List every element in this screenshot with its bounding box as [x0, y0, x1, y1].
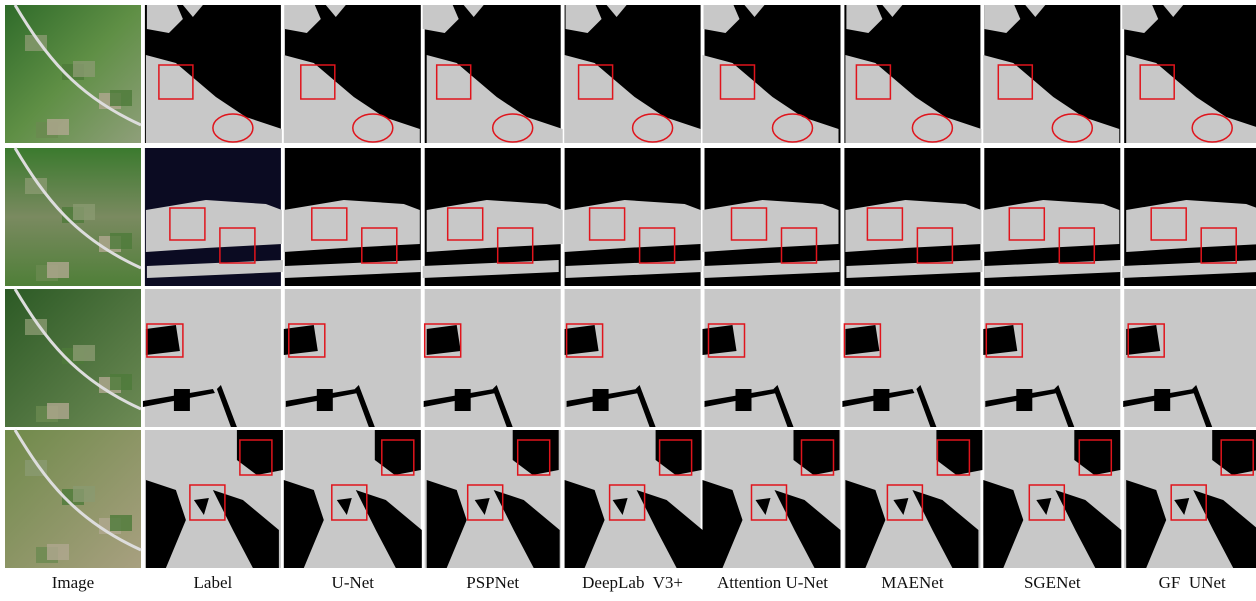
field [47, 544, 69, 560]
mask-bg [285, 289, 421, 427]
mask-bg [705, 289, 841, 427]
mask-region [845, 325, 879, 355]
mask-bg [425, 289, 561, 427]
column-label: PSPNet [466, 573, 519, 592]
mask-region [873, 389, 889, 411]
tile [5, 289, 141, 427]
mask-region [317, 389, 333, 411]
tile [5, 148, 141, 286]
tile [983, 289, 1120, 427]
tile [145, 5, 282, 143]
tile [284, 148, 421, 286]
tile [1124, 430, 1256, 568]
tile [844, 5, 981, 143]
mask-region [174, 389, 190, 411]
field [110, 90, 132, 106]
mask-region [845, 200, 981, 252]
field [110, 515, 132, 531]
tile [425, 430, 561, 568]
mask-bg [565, 289, 701, 427]
figure: Image Label U-Net PSPNet DeepLab V3+ Attentio… [0, 0, 1256, 596]
mask-region [565, 325, 599, 355]
mask-region [1154, 389, 1170, 411]
tile [844, 430, 982, 568]
column-label: Label [194, 573, 233, 592]
column-label: MAENet [881, 573, 944, 592]
mask-region [703, 200, 839, 252]
mask-region [455, 389, 471, 411]
field [73, 486, 95, 502]
column-label: DeepLab V3+ [582, 573, 683, 592]
tile [424, 289, 561, 427]
field [110, 233, 132, 249]
mask-region [593, 389, 609, 411]
mask-region [565, 200, 701, 252]
tile [143, 289, 281, 427]
tile [983, 430, 1121, 568]
mask-region [146, 325, 180, 355]
tile [565, 289, 701, 427]
tile [5, 5, 141, 143]
mask-region [1016, 389, 1032, 411]
tile [423, 5, 563, 143]
column-label: U-Net [332, 573, 375, 592]
mask-region [983, 325, 1017, 355]
field [73, 345, 95, 361]
column-label: Attention U-Net [717, 573, 828, 592]
tile [284, 289, 421, 427]
tile [703, 148, 841, 286]
field [47, 403, 69, 419]
tile [842, 289, 980, 427]
mask-region [703, 325, 737, 355]
field [110, 374, 132, 390]
tile [1123, 289, 1256, 427]
tile [5, 430, 141, 568]
column-label: SGENet [1024, 573, 1081, 592]
field [73, 204, 95, 220]
column-label: Image [52, 573, 94, 592]
mask-bg [145, 289, 281, 427]
tile [284, 5, 421, 143]
tile [565, 5, 701, 143]
tile [1122, 148, 1256, 286]
tile [565, 430, 703, 568]
tile [145, 430, 283, 568]
column-label: GF UNet [1159, 573, 1226, 592]
field [47, 262, 69, 278]
field [47, 119, 69, 135]
tile [983, 5, 1120, 143]
tile [844, 148, 982, 286]
tile [423, 148, 563, 286]
mask-bg [1124, 289, 1256, 427]
field [73, 61, 95, 77]
mask-region [736, 389, 752, 411]
tile [703, 430, 841, 568]
mask-region [146, 200, 282, 252]
tile [983, 148, 1120, 286]
tile [1122, 5, 1256, 143]
tile [703, 5, 841, 143]
tile [703, 289, 841, 427]
mask-region [1126, 325, 1160, 355]
mask-bg [844, 289, 980, 427]
mask-region [427, 325, 461, 355]
tile [145, 148, 283, 286]
tile [284, 430, 422, 568]
mask-region [983, 200, 1119, 252]
tile [565, 148, 702, 286]
mask-bg [984, 289, 1120, 427]
mask-region [284, 200, 420, 252]
